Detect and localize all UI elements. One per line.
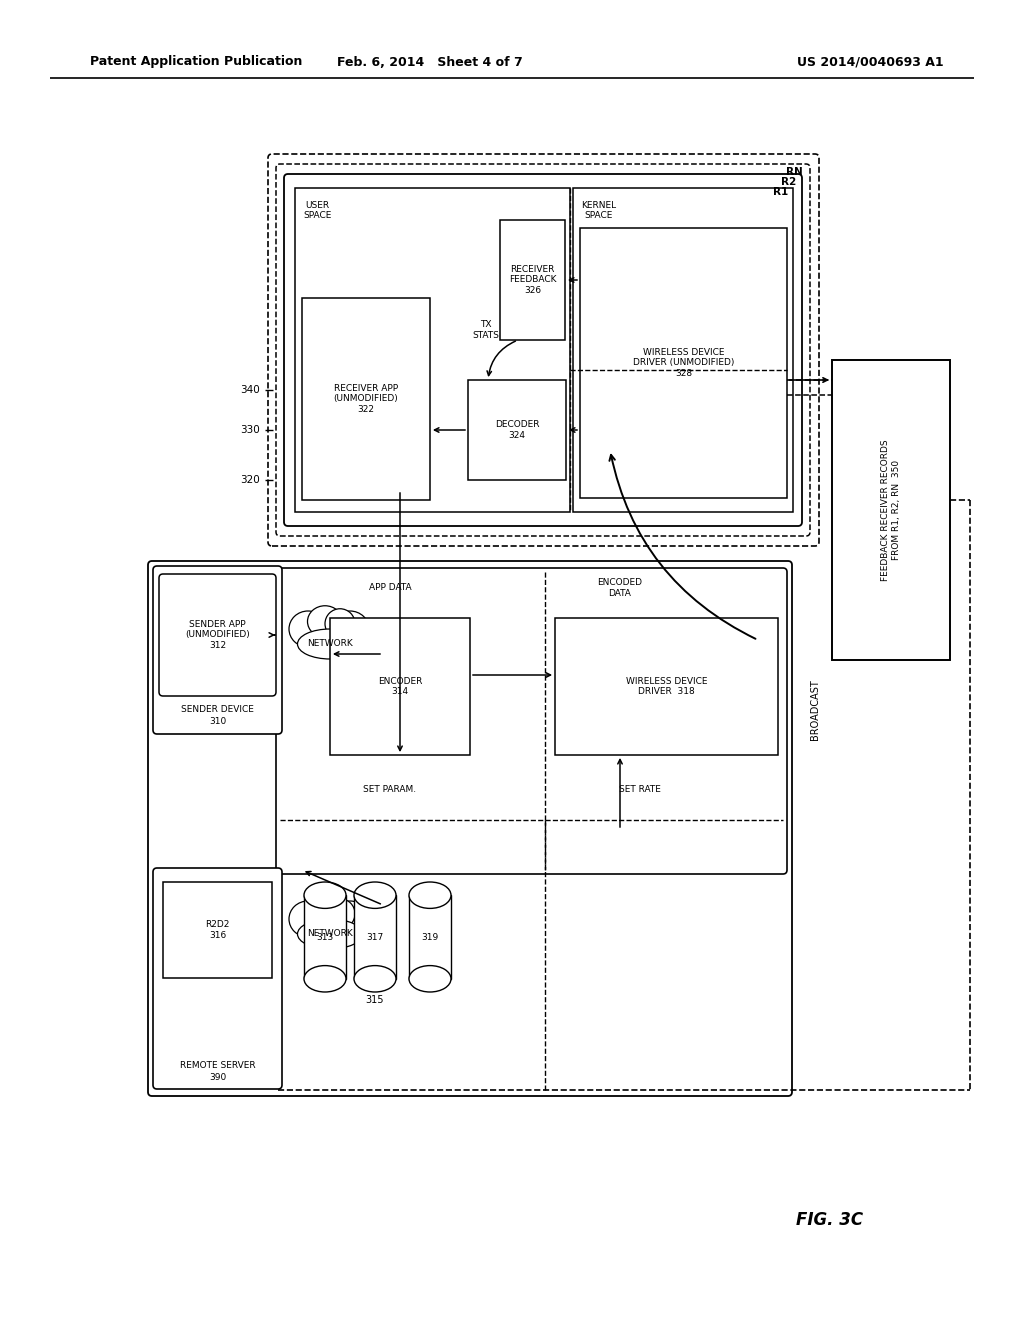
Text: SET RATE: SET RATE	[620, 785, 660, 795]
Text: REMOTE SERVER: REMOTE SERVER	[179, 1060, 255, 1069]
Text: WIRELESS DEVICE
DRIVER  318: WIRELESS DEVICE DRIVER 318	[626, 677, 708, 696]
Text: R2D2
316: R2D2 316	[206, 920, 229, 940]
Text: 340: 340	[241, 385, 260, 395]
Text: WIRELESS DEVICE
DRIVER (UNMODIFIED)
328: WIRELESS DEVICE DRIVER (UNMODIFIED) 328	[633, 348, 734, 378]
Bar	[468, 380, 566, 480]
Text: SENDER APP
(UNMODIFIED)
312: SENDER APP (UNMODIFIED) 312	[185, 620, 250, 649]
Ellipse shape	[304, 966, 346, 993]
Ellipse shape	[307, 896, 342, 927]
Text: RECEIVER
FEEDBACK
326: RECEIVER FEEDBACK 326	[509, 265, 556, 294]
FancyBboxPatch shape	[276, 164, 810, 536]
Text: BROADCAST: BROADCAST	[810, 680, 820, 741]
Text: NETWORK: NETWORK	[307, 639, 353, 648]
FancyBboxPatch shape	[284, 174, 802, 525]
Text: R1: R1	[773, 187, 788, 197]
Ellipse shape	[289, 611, 327, 647]
Text: FEEDBACK RECEIVER RECORDS
FROM R1, R2, RN  350: FEEDBACK RECEIVER RECORDS FROM R1, R2, R…	[882, 440, 901, 581]
Ellipse shape	[331, 611, 369, 647]
FancyBboxPatch shape	[276, 568, 787, 874]
Bar	[409, 895, 451, 979]
Text: R2: R2	[780, 177, 796, 187]
Ellipse shape	[354, 882, 396, 908]
Ellipse shape	[325, 899, 355, 929]
Text: RN: RN	[786, 168, 803, 177]
Ellipse shape	[409, 882, 451, 908]
Ellipse shape	[305, 614, 355, 656]
Bar	[580, 228, 787, 498]
Ellipse shape	[409, 966, 451, 993]
Ellipse shape	[298, 630, 362, 659]
Ellipse shape	[325, 609, 355, 639]
Text: KERNEL
SPACE: KERNEL SPACE	[581, 201, 616, 220]
Bar	[330, 618, 470, 755]
Bar	[304, 895, 346, 979]
Text: 320: 320	[241, 475, 260, 484]
Text: FIG. 3C: FIG. 3C	[797, 1210, 863, 1229]
FancyBboxPatch shape	[153, 869, 282, 1089]
Ellipse shape	[307, 606, 342, 638]
Text: NETWORK: NETWORK	[307, 928, 353, 937]
FancyBboxPatch shape	[148, 561, 792, 1096]
Bar	[354, 895, 396, 979]
Text: 330: 330	[241, 425, 260, 436]
Text: TX
STATS: TX STATS	[472, 321, 500, 339]
Ellipse shape	[304, 882, 346, 908]
Bar	[500, 220, 565, 341]
Bar	[831, 360, 950, 660]
Text: SENDER DEVICE: SENDER DEVICE	[181, 705, 254, 714]
Text: Feb. 6, 2014   Sheet 4 of 7: Feb. 6, 2014 Sheet 4 of 7	[337, 55, 523, 69]
Ellipse shape	[354, 966, 396, 993]
Text: ENCODER
314: ENCODER 314	[378, 677, 422, 696]
Ellipse shape	[305, 904, 355, 945]
Text: 310: 310	[209, 718, 226, 726]
Bar	[163, 882, 272, 978]
Bar	[573, 187, 793, 512]
FancyBboxPatch shape	[153, 566, 282, 734]
Text: 317: 317	[367, 932, 384, 941]
Text: USER
SPACE: USER SPACE	[303, 201, 332, 220]
Bar	[555, 618, 778, 755]
Bar	[295, 187, 570, 512]
Text: Patent Application Publication: Patent Application Publication	[90, 55, 302, 69]
FancyBboxPatch shape	[159, 574, 276, 696]
Text: 319: 319	[421, 932, 438, 941]
Ellipse shape	[289, 902, 327, 937]
FancyBboxPatch shape	[268, 154, 819, 546]
Bar	[302, 298, 430, 500]
Text: US 2014/0040693 A1: US 2014/0040693 A1	[797, 55, 943, 69]
Text: SET PARAM.: SET PARAM.	[364, 785, 417, 795]
Ellipse shape	[331, 902, 369, 937]
Text: 313: 313	[316, 932, 334, 941]
Text: DECODER
324: DECODER 324	[495, 420, 540, 440]
Text: ENCODED
DATA: ENCODED DATA	[597, 578, 642, 598]
Ellipse shape	[298, 919, 362, 949]
Text: 315: 315	[366, 995, 384, 1005]
Text: APP DATA: APP DATA	[369, 583, 412, 593]
Text: 390: 390	[209, 1072, 226, 1081]
Text: RECEIVER APP
(UNMODIFIED)
322: RECEIVER APP (UNMODIFIED) 322	[334, 384, 398, 414]
